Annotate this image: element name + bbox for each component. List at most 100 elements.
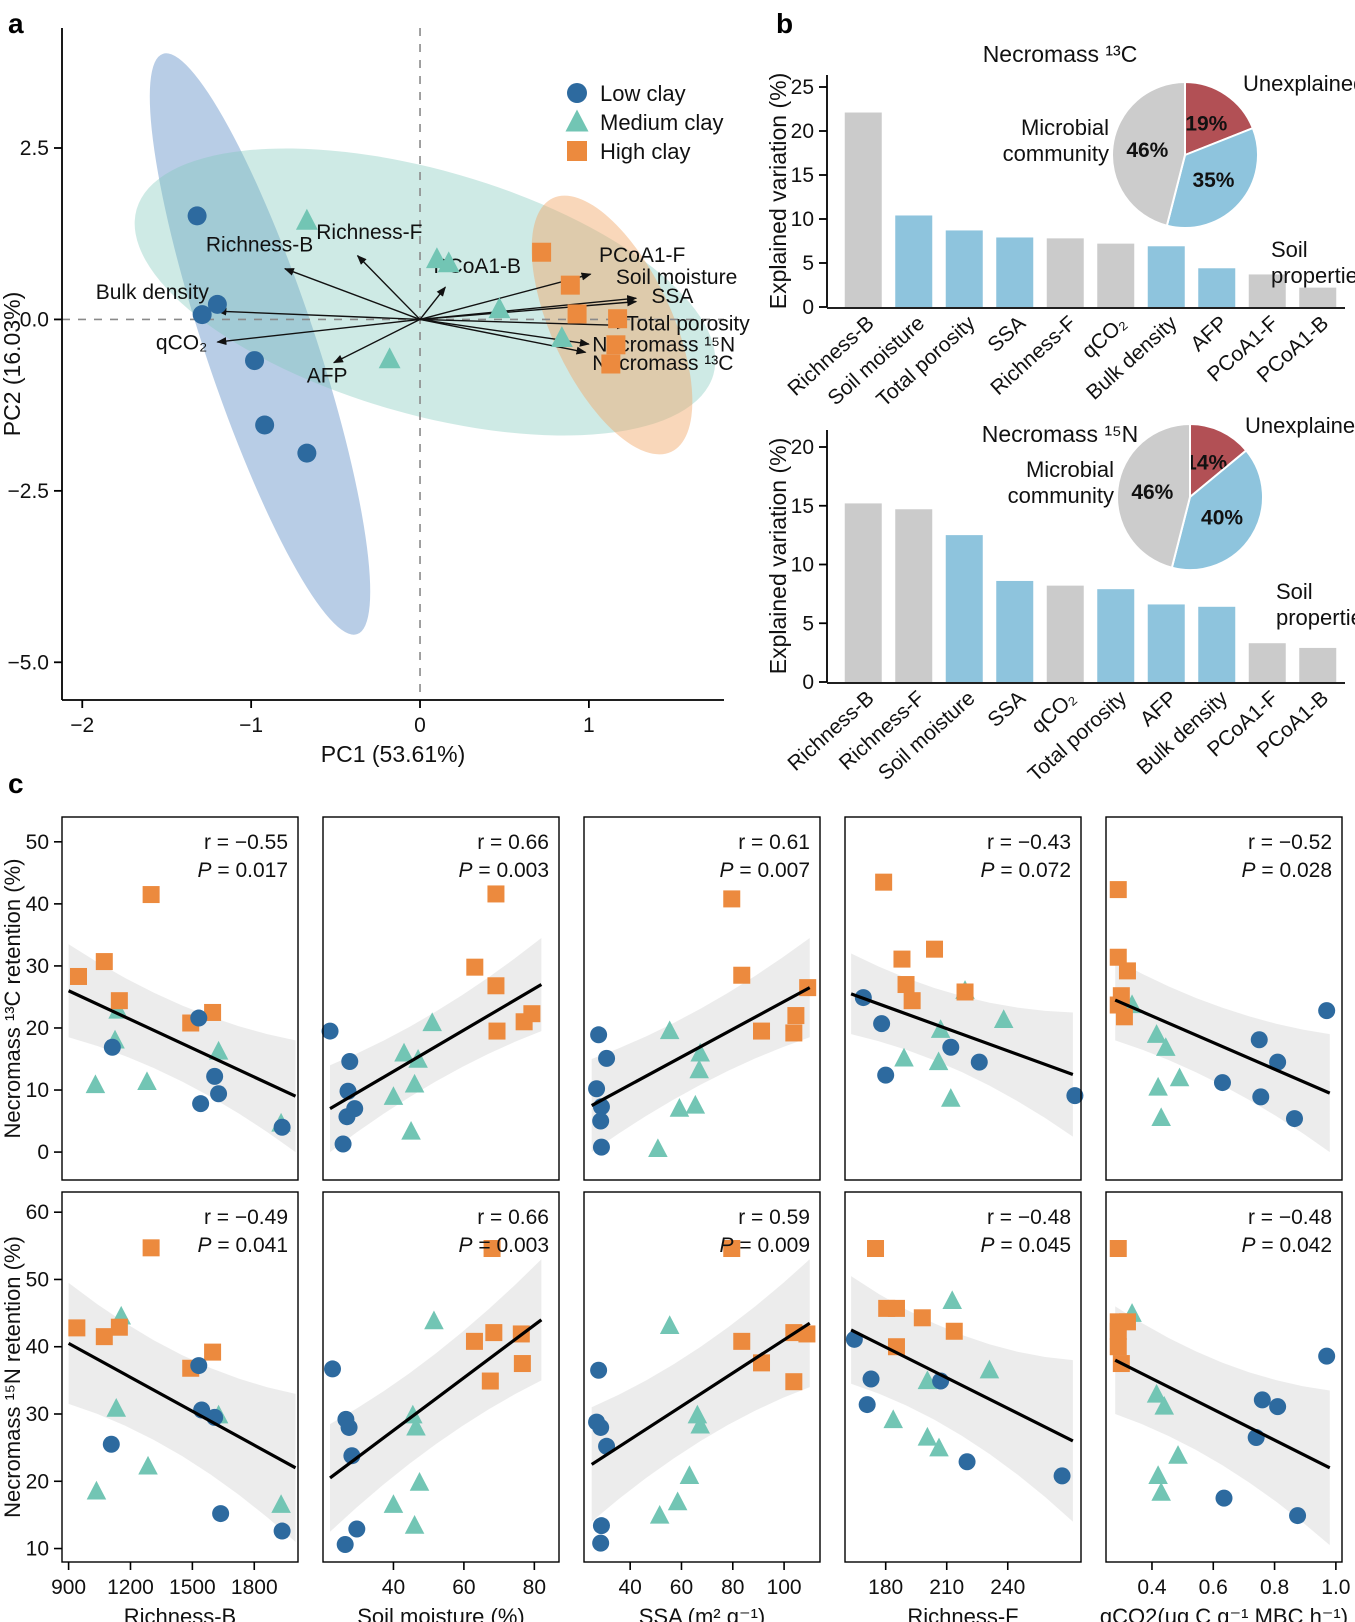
points-low — [854, 989, 1084, 1105]
data-point-triangle — [669, 1098, 690, 1117]
data-point-square — [532, 242, 552, 262]
data-point-triangle — [883, 1409, 903, 1429]
data-point-triangle — [685, 1094, 706, 1114]
pie-outer-label: Soil — [1271, 237, 1308, 262]
confidence-band — [1115, 959, 1330, 1153]
data-point-circle — [341, 1052, 359, 1070]
stat-p: P = 0.042 — [1242, 1234, 1333, 1257]
data-point-square — [875, 873, 893, 891]
legend: Low clay Medium clay High clay — [565, 81, 723, 164]
confidence-band — [330, 1259, 542, 1532]
y-tick-label: 50 — [26, 1268, 49, 1291]
x-tick-label: 0 — [414, 714, 426, 737]
x-tick-label: 1500 — [169, 1576, 216, 1599]
y-tick-label: 30 — [26, 955, 49, 978]
stat-p: P = 0.072 — [981, 859, 1072, 882]
loading-arrow — [283, 268, 421, 321]
data-point-square — [887, 1299, 905, 1317]
scatter-r1c5: r = −0.52 P = 0.028 — [1105, 816, 1343, 1181]
data-point-triangle — [1148, 1465, 1168, 1484]
data-point-triangle — [679, 1465, 700, 1484]
trend-line — [329, 983, 543, 1111]
data-point-triangle — [208, 1040, 229, 1060]
data-point-circle — [588, 1080, 606, 1098]
data-point-circle — [567, 83, 587, 103]
plot-border — [844, 1191, 1082, 1563]
legend-label: Medium clay — [600, 110, 723, 135]
data-point-square — [1109, 1322, 1127, 1340]
y-tick-label: 50 — [26, 831, 49, 854]
data-point-triangle — [108, 999, 128, 1019]
panel-c-label: c — [8, 768, 24, 799]
pie-outer-label: properties — [1271, 263, 1355, 288]
y-axis-title: Necromass ¹⁵N retention (%) — [0, 1236, 25, 1518]
data-point-triangle — [894, 1047, 914, 1067]
x-tick-label: 1.0 — [1321, 1576, 1350, 1599]
data-point-circle — [273, 1118, 291, 1136]
trend-line — [1114, 998, 1331, 1095]
data-point-triangle — [649, 1504, 670, 1524]
data-point-circle — [592, 1418, 610, 1436]
pie-outer-label: community — [1003, 141, 1109, 166]
points-high — [68, 1239, 222, 1377]
data-point-triangle — [404, 1515, 425, 1534]
y-tick-label: 60 — [26, 1201, 49, 1224]
data-point-circle — [1252, 1088, 1270, 1106]
trend-line — [590, 1321, 811, 1466]
bar-Richness-F — [1046, 238, 1084, 307]
data-point-square — [481, 1372, 499, 1390]
stat-p: P = 0.009 — [720, 1234, 811, 1257]
data-point-triangle — [979, 1359, 1000, 1379]
plot-border — [844, 816, 1082, 1181]
group-ellipse-medium — [134, 148, 716, 436]
trend-line — [67, 1341, 297, 1470]
stat-r: r = 0.66 — [477, 831, 549, 854]
points-low — [1213, 1002, 1336, 1128]
x-axis-title: PC1 (53.61%) — [321, 741, 465, 767]
pie-slice-Soil properties — [1165, 126, 1259, 229]
y-tick-label: 30 — [26, 1403, 49, 1426]
y-tick-label: 10 — [26, 1538, 49, 1561]
x-tick-label: 60 — [670, 1576, 693, 1599]
x-tick-label: −1 — [239, 714, 263, 737]
data-point-triangle — [687, 1404, 708, 1424]
data-point-circle — [340, 1418, 358, 1436]
pie-pct-label: 46% — [1131, 481, 1173, 504]
data-point-triangle — [930, 1019, 951, 1038]
x-tick-label: 210 — [929, 1576, 964, 1599]
data-point-circle — [958, 1453, 976, 1471]
data-point-circle — [1269, 1398, 1287, 1416]
y-axis-title: Explained variation (%) — [765, 73, 791, 310]
data-point-triangle — [1155, 1037, 1176, 1056]
bar-PCoA1-B — [1299, 287, 1337, 307]
points-low — [187, 206, 317, 463]
y-tick-label: 10 — [791, 554, 814, 577]
data-point-square — [483, 1240, 501, 1258]
data-point-square — [110, 1318, 128, 1336]
loading-label: Richness-B — [206, 234, 313, 257]
data-point-circle — [592, 1138, 610, 1156]
plot-border — [583, 1191, 821, 1563]
data-point-triangle — [404, 1073, 425, 1093]
panel-a-label: a — [8, 8, 24, 39]
points-medium — [383, 1012, 442, 1140]
stat-p: P = 0.045 — [981, 1234, 1072, 1257]
x-axis-title: Richness-B — [124, 1604, 236, 1622]
data-point-square — [723, 890, 741, 908]
y-axis-title: PC2 (16.03%) — [0, 292, 25, 436]
data-point-square — [567, 304, 587, 324]
chart-title: Necromass ¹³C — [983, 41, 1138, 67]
data-point-square — [560, 275, 580, 295]
points-high — [466, 885, 541, 1040]
data-point-triangle — [488, 297, 511, 319]
pie-outer-label: Microbial — [1026, 457, 1114, 482]
points-medium — [383, 1310, 444, 1534]
data-point-square — [601, 354, 621, 374]
data-point-square — [110, 992, 128, 1010]
data-point-circle — [970, 1053, 988, 1071]
data-point-circle — [592, 1112, 610, 1130]
